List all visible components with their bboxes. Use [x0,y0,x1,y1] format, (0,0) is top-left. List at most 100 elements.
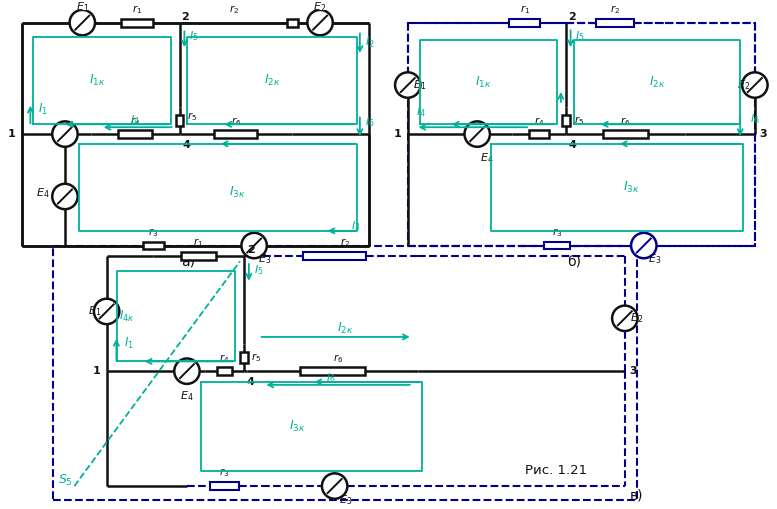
Text: $I_6$: $I_6$ [364,116,375,129]
Text: 2: 2 [568,12,576,22]
Text: $I_3$: $I_3$ [351,219,361,233]
Text: $r_2$: $r_2$ [340,237,350,249]
Text: $E_2$: $E_2$ [629,312,643,325]
Bar [214,130,257,138]
Text: $r_6$: $r_6$ [333,353,343,365]
Bar [217,367,232,375]
Text: $S_5$: $S_5$ [57,473,72,488]
Text: $I_4$: $I_4$ [416,106,426,120]
Circle shape [395,72,420,98]
Text: 2: 2 [182,12,190,22]
Text: $r_6$: $r_6$ [231,116,241,128]
Circle shape [174,358,200,384]
Bar [121,19,153,26]
Text: $I_{3к}$: $I_{3к}$ [288,419,305,434]
Text: $r_5$: $r_5$ [251,351,261,364]
Circle shape [465,121,490,147]
Text: $I_2$: $I_2$ [364,35,375,50]
Text: $E_2$: $E_2$ [313,0,326,14]
Circle shape [94,299,120,324]
Text: в): в) [629,489,643,503]
Text: $E_4$: $E_4$ [36,187,49,201]
Text: $I_6$: $I_6$ [750,112,760,126]
Bar [143,242,164,249]
Text: $I_{2к}$: $I_{2к}$ [264,73,280,89]
Bar [544,242,570,249]
Text: $r_5$: $r_5$ [187,110,197,123]
Bar [118,130,152,138]
Text: $r_4$: $r_4$ [534,116,544,128]
Bar [176,115,183,126]
Circle shape [242,233,267,258]
Bar [53,245,636,500]
Text: $E_3$: $E_3$ [339,493,352,506]
Text: $r_4$: $r_4$ [219,353,230,365]
Circle shape [612,305,638,331]
Circle shape [52,121,78,147]
Text: $I_1$: $I_1$ [38,102,48,117]
Bar [300,367,364,375]
Text: $r_1$: $r_1$ [520,3,530,16]
Text: $E_4$: $E_4$ [180,389,193,403]
Text: б): б) [567,254,581,268]
Text: Рис. 1.21: Рис. 1.21 [525,464,587,477]
Bar [597,19,634,26]
Text: $r_1$: $r_1$ [193,237,204,249]
Text: $E_3$: $E_3$ [648,252,661,266]
Text: $I_{3к}$: $I_{3к}$ [229,185,246,200]
Bar [510,19,541,26]
Text: 1: 1 [8,129,16,139]
Text: 2: 2 [247,245,255,256]
Text: $r_4$: $r_4$ [130,116,141,128]
Circle shape [52,184,78,209]
Text: $I_5$: $I_5$ [254,263,263,277]
Circle shape [70,10,95,35]
Text: $E_3$: $E_3$ [258,252,271,266]
Bar [303,252,366,260]
Text: $E_4$: $E_4$ [480,152,493,165]
Text: $r_3$: $r_3$ [219,466,230,479]
Text: $r_1$: $r_1$ [132,3,142,16]
Text: 1: 1 [93,366,101,376]
Bar [287,19,298,26]
Text: 4: 4 [569,140,577,150]
Text: $r_5$: $r_5$ [573,114,584,127]
Text: 1: 1 [394,129,402,139]
Text: $E_1$: $E_1$ [75,0,89,14]
Text: 3: 3 [760,129,768,139]
Text: $I_{4к}$: $I_{4к}$ [120,308,135,324]
Text: $I_6$: $I_6$ [326,371,336,385]
Circle shape [742,72,768,98]
Text: $I_{1к}$: $I_{1к}$ [475,75,492,90]
Bar [408,22,755,245]
Bar [211,482,239,490]
Bar [528,130,549,138]
Text: $r_3$: $r_3$ [552,226,563,239]
Text: $I_1$: $I_1$ [124,336,134,351]
Text: 4: 4 [183,140,190,150]
Text: $I_4$: $I_4$ [131,114,140,127]
Text: $r_2$: $r_2$ [228,3,239,16]
Bar [240,352,248,363]
Text: $E_1$: $E_1$ [413,78,426,92]
Text: $I_{2к}$: $I_{2к}$ [337,321,354,336]
Text: $r_6$: $r_6$ [620,116,631,128]
Bar [562,115,570,126]
Text: $I_{1к}$: $I_{1к}$ [89,73,106,89]
Bar [603,130,648,138]
Circle shape [322,473,347,499]
Text: $I_{3к}$: $I_{3к}$ [623,180,640,195]
Text: $I_5$: $I_5$ [190,30,199,43]
Text: $I_{2к}$: $I_{2к}$ [649,75,665,90]
Bar [181,252,216,260]
Text: $I_5$: $I_5$ [576,30,585,43]
Text: 4: 4 [247,377,255,387]
Text: $r_2$: $r_2$ [610,3,620,16]
Text: $r_3$: $r_3$ [148,226,159,239]
Circle shape [308,10,333,35]
Circle shape [631,233,657,258]
Text: а): а) [181,254,195,268]
Text: $E_2$: $E_2$ [737,78,750,92]
Text: $E_1$: $E_1$ [88,304,101,318]
Text: 3: 3 [629,366,637,376]
